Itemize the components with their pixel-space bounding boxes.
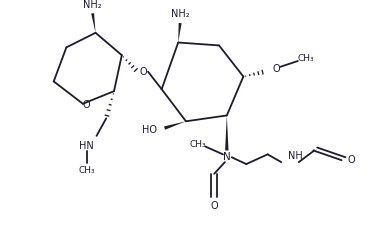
Text: NH₂: NH₂ <box>171 9 189 19</box>
Text: CH₃: CH₃ <box>78 166 95 175</box>
Polygon shape <box>91 13 95 33</box>
Text: O: O <box>139 67 147 77</box>
Polygon shape <box>178 23 182 42</box>
Text: NH: NH <box>288 151 303 161</box>
Text: CH₃: CH₃ <box>189 140 206 149</box>
Text: NH₂: NH₂ <box>83 0 102 9</box>
Text: CH₃: CH₃ <box>297 54 314 63</box>
Text: O: O <box>211 201 218 211</box>
Text: N: N <box>223 152 231 162</box>
Text: O: O <box>273 64 280 74</box>
Polygon shape <box>225 115 229 150</box>
Text: O: O <box>82 100 90 110</box>
Text: O: O <box>347 155 355 165</box>
Text: HO: HO <box>141 125 157 135</box>
Text: HN: HN <box>80 141 94 150</box>
Polygon shape <box>164 121 186 130</box>
